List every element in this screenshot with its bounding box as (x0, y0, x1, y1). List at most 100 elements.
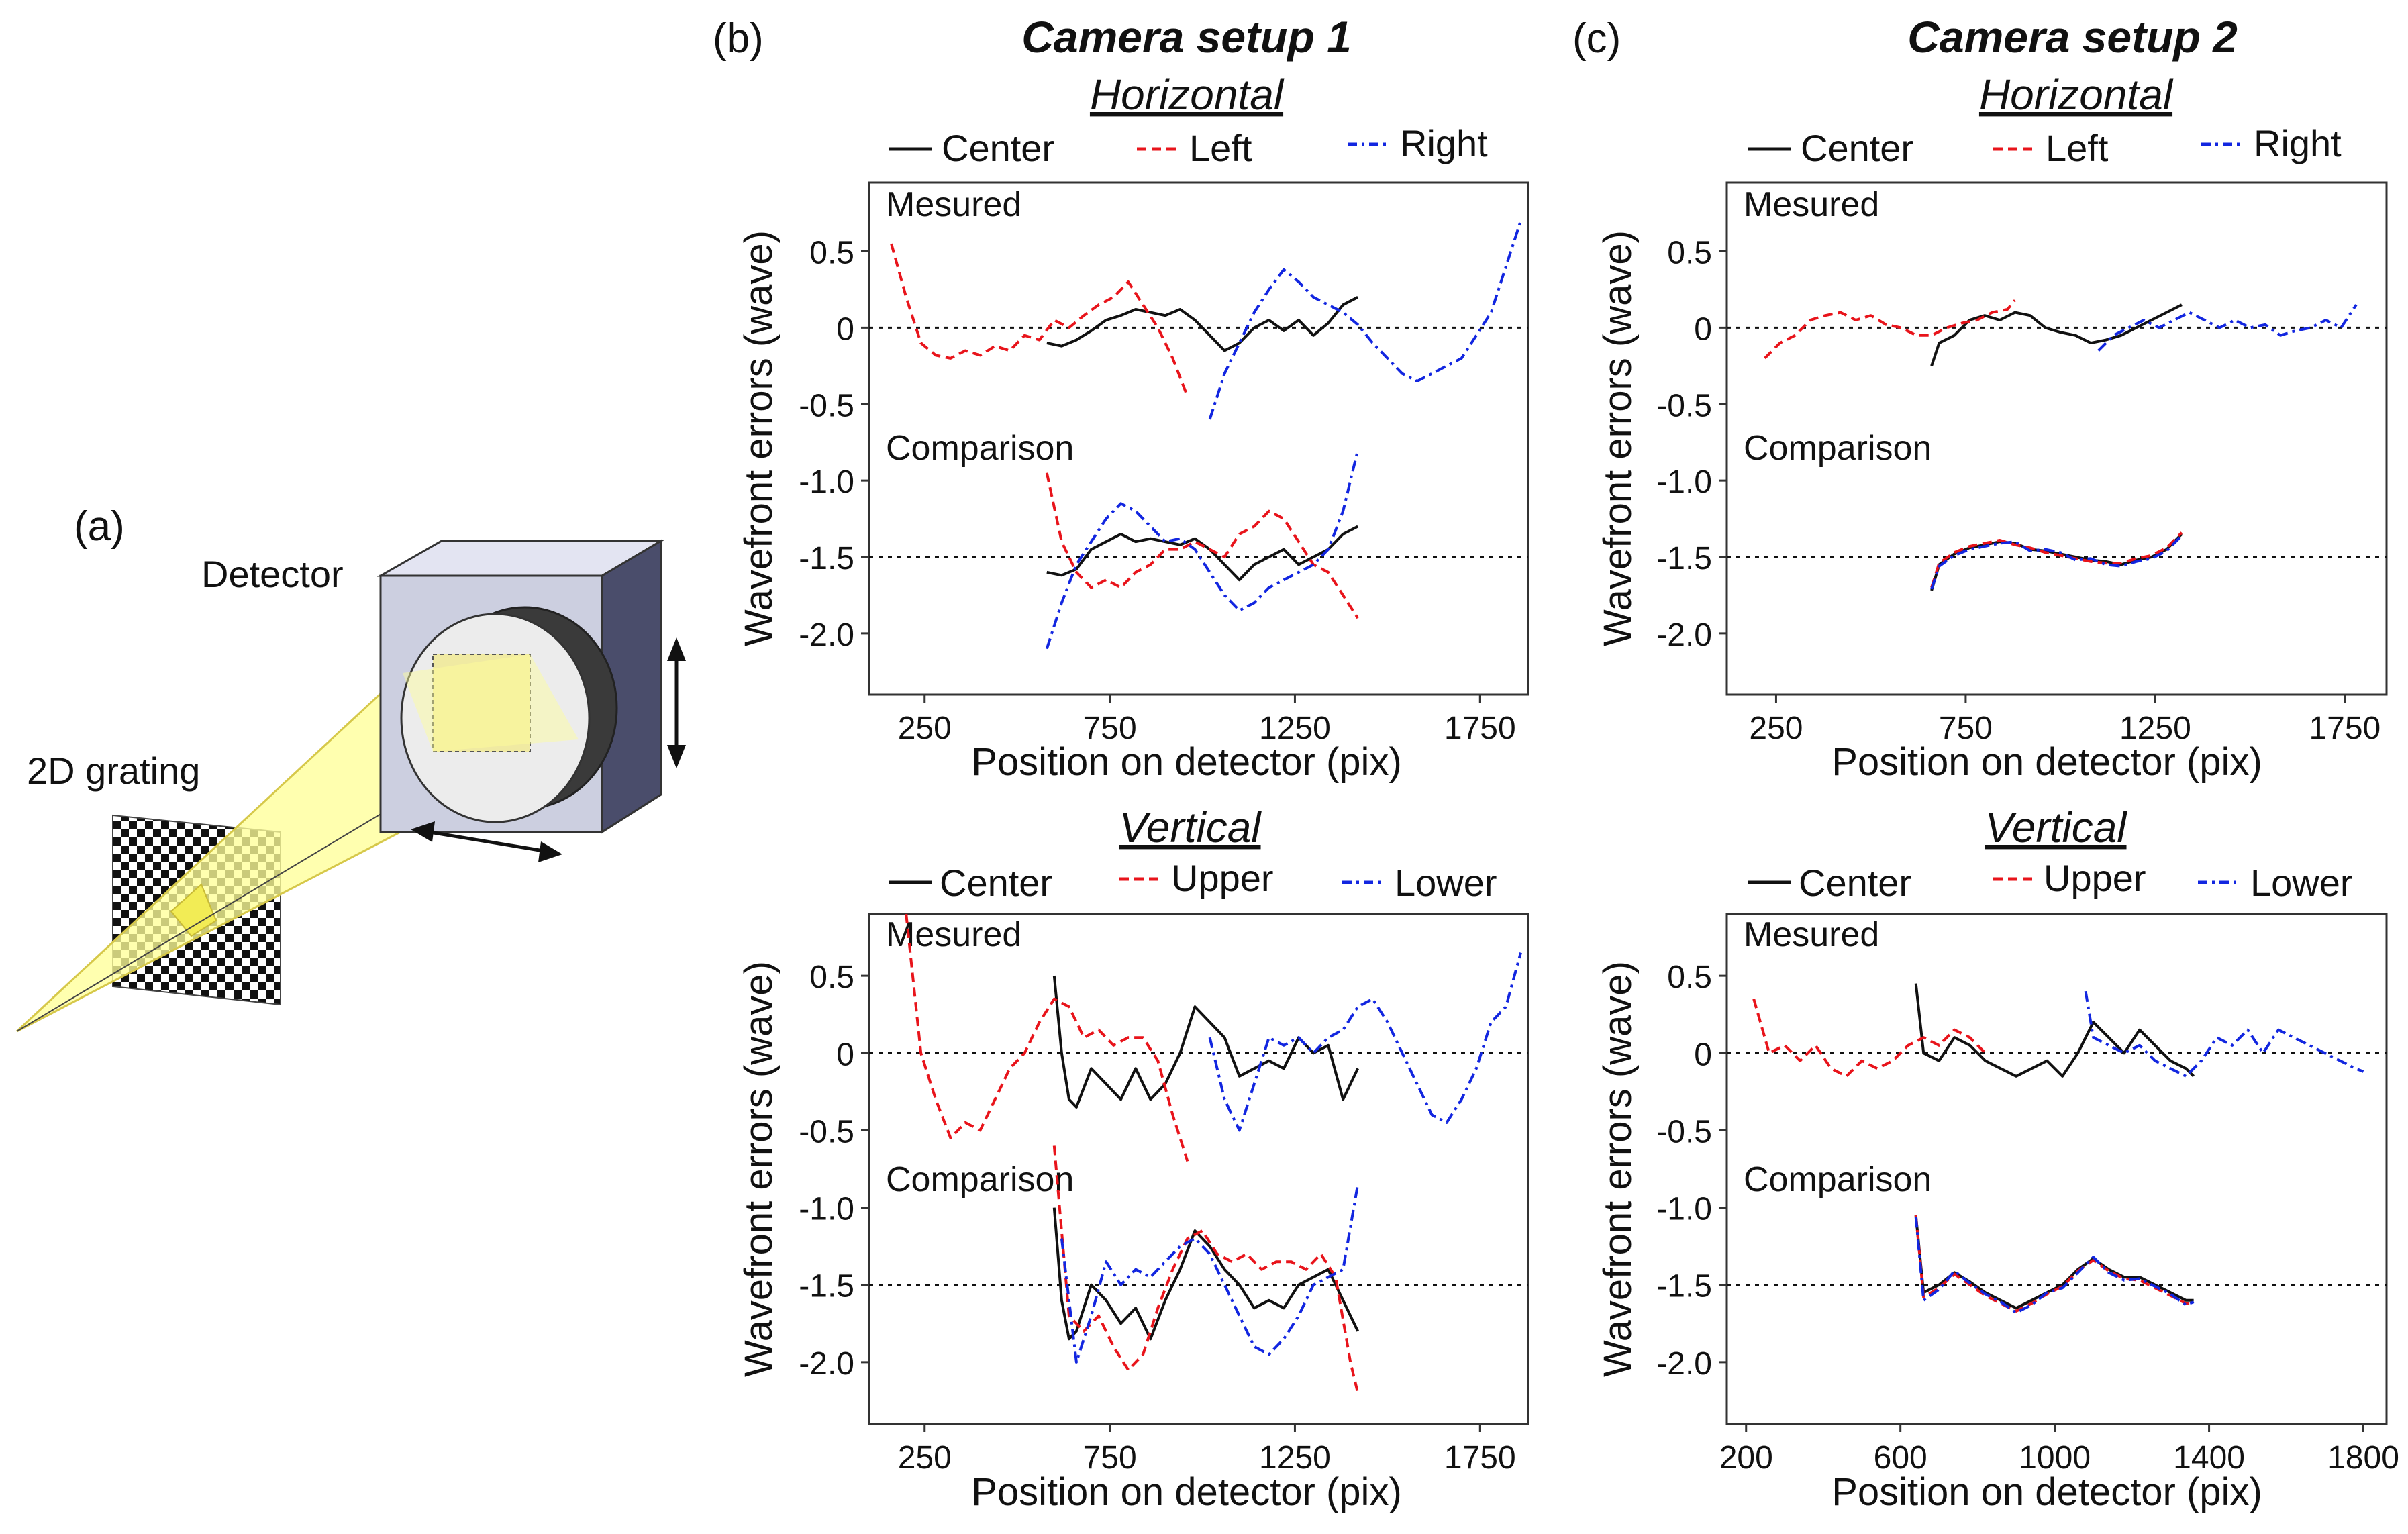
x-tick-label: 1750 (1444, 711, 1516, 746)
chart-b-vertical: Center Upper Lower Mesured Comparison Po… (737, 857, 1529, 1514)
y-tick-label: 0.5 (1667, 235, 1712, 270)
series-line (1930, 303, 2183, 366)
series-line (1764, 299, 2016, 360)
series-line (890, 243, 1189, 397)
chart-c-horizontal: Center Left Right Mesured Comparison Pos… (1596, 122, 2388, 784)
x-axis-label: Position on detector (pix) (971, 740, 1402, 784)
y-tick-label: -1.0 (799, 464, 854, 500)
y-axis-label: Wavefront errors (wave) (737, 961, 781, 1377)
illustration-a: Detector 2D grating (15, 539, 686, 1033)
plot-frame (1725, 913, 2388, 1425)
x-tick-label: 250 (898, 1440, 952, 1476)
series-line (1052, 1145, 1360, 1394)
legend-label-right: Right (1400, 122, 1488, 164)
y-tick-label: 0.5 (1667, 960, 1712, 995)
y-tick-label: 0.5 (809, 235, 854, 270)
y-axis-label: Wavefront errors (wave) (1596, 230, 1640, 646)
y-tick-label: -0.5 (1656, 1114, 1712, 1149)
chart-b-horizontal: Center Left Right Mesured Comparison Pos… (737, 122, 1529, 784)
plot-frame (868, 181, 1529, 696)
legend-label-lower: Lower (2250, 862, 2353, 904)
panel-label-a: (a) (74, 503, 125, 550)
legend-label-center: Center (1801, 127, 1913, 169)
y-tick-label: -2.0 (1656, 1346, 1712, 1382)
series-line (1060, 1184, 1360, 1364)
chart-c-vertical: Center Upper Lower Mesured Comparison Po… (1596, 857, 2399, 1514)
legend: Center Upper Lower (1748, 857, 2353, 904)
y-tick-label: -0.5 (799, 1114, 854, 1149)
x-tick-label: 1250 (1259, 1440, 1331, 1476)
y-tick-label: 0 (836, 1037, 854, 1072)
annotation-comparison: Comparison (1744, 429, 1932, 468)
series-line (2097, 304, 2358, 352)
series-line (1914, 983, 2195, 1078)
series-line (1045, 450, 1360, 650)
subtitle-b-vertical: Vertical (1119, 803, 1262, 852)
detector-label: Detector (201, 553, 344, 595)
series-line (1752, 999, 1987, 1078)
series-line (1914, 1215, 2194, 1313)
annotation-measured: Mesured (886, 185, 1021, 224)
y-axis-label: Wavefront errors (wave) (1596, 961, 1640, 1377)
legend-label-left: Left (2046, 127, 2109, 169)
y-tick-label: -2.0 (1656, 617, 1712, 653)
x-tick-label: 1250 (1259, 711, 1331, 746)
column-title-setup-1: Camera setup 1 (1021, 12, 1352, 62)
y-tick-label: -1.5 (1656, 1269, 1712, 1305)
subtitle-c-horizontal: Horizontal (1979, 70, 2174, 119)
subtitle-c-vertical: Vertical (1985, 803, 2127, 852)
y-tick-label: -1.0 (1656, 464, 1712, 500)
series-line (1052, 975, 1360, 1109)
legend: Center Left Right (1748, 122, 2342, 169)
series-line (1046, 296, 1359, 352)
y-axis-label: Wavefront errors (wave) (737, 230, 781, 646)
y-tick-label: 0 (1694, 311, 1712, 347)
series-line (1046, 525, 1359, 582)
series-line (1930, 533, 2183, 591)
y-tick-label: 0 (1694, 1037, 1712, 1072)
beam-footprint (432, 654, 531, 752)
series-line (1208, 952, 1522, 1132)
legend-label-center: Center (940, 862, 1052, 904)
y-tick-label: -1.0 (1656, 1192, 1712, 1227)
panel-label-c: (c) (1572, 15, 1621, 62)
x-tick-label: 1400 (2173, 1440, 2245, 1476)
x-tick-label: 1000 (2019, 1440, 2091, 1476)
x-tick-label: 1750 (2309, 711, 2380, 746)
y-tick-label: -2.0 (799, 1346, 854, 1382)
x-tick-label: 1250 (2119, 711, 2191, 746)
x-axis-label: Position on detector (pix) (971, 1470, 1402, 1514)
x-tick-label: 750 (1083, 711, 1137, 746)
panel-label-b: (b) (713, 15, 764, 62)
series-line (1052, 1207, 1360, 1341)
series-line (1914, 1217, 2195, 1315)
annotation-comparison: Comparison (886, 1160, 1074, 1199)
y-tick-label: 0 (836, 311, 854, 347)
legend: Center Upper Lower (889, 857, 1497, 904)
vertical-motion-arrow (667, 637, 686, 768)
x-tick-label: 750 (1083, 1440, 1137, 1476)
x-tick-label: 750 (1939, 711, 1993, 746)
x-axis-label: Position on detector (pix) (1832, 740, 2262, 784)
x-tick-label: 200 (1719, 1440, 1773, 1476)
plot-frame (868, 913, 1529, 1425)
legend: Center Left Right (889, 122, 1488, 169)
annotation-comparison: Comparison (1744, 1160, 1932, 1199)
horizontal-motion-arrow (411, 821, 562, 862)
annotation-measured: Mesured (1744, 915, 1879, 954)
beam-spot (170, 883, 217, 937)
subtitle-b-horizontal: Horizontal (1090, 70, 1285, 119)
legend-label-left: Left (1189, 127, 1252, 169)
y-tick-label: -1.5 (799, 541, 854, 576)
legend-label-lower: Lower (1395, 862, 1497, 904)
legend-label-upper: Upper (2044, 857, 2146, 899)
y-tick-label: -1.5 (799, 1269, 854, 1305)
annotation-comparison: Comparison (886, 429, 1074, 468)
y-tick-label: -2.0 (799, 617, 854, 653)
annotation-measured: Mesured (1744, 185, 1879, 224)
y-tick-label: 0.5 (809, 960, 854, 995)
legend-label-upper: Upper (1171, 857, 1274, 899)
y-tick-label: -1.5 (1656, 541, 1712, 576)
x-tick-label: 600 (1874, 1440, 1927, 1476)
series-line (1930, 534, 2183, 590)
